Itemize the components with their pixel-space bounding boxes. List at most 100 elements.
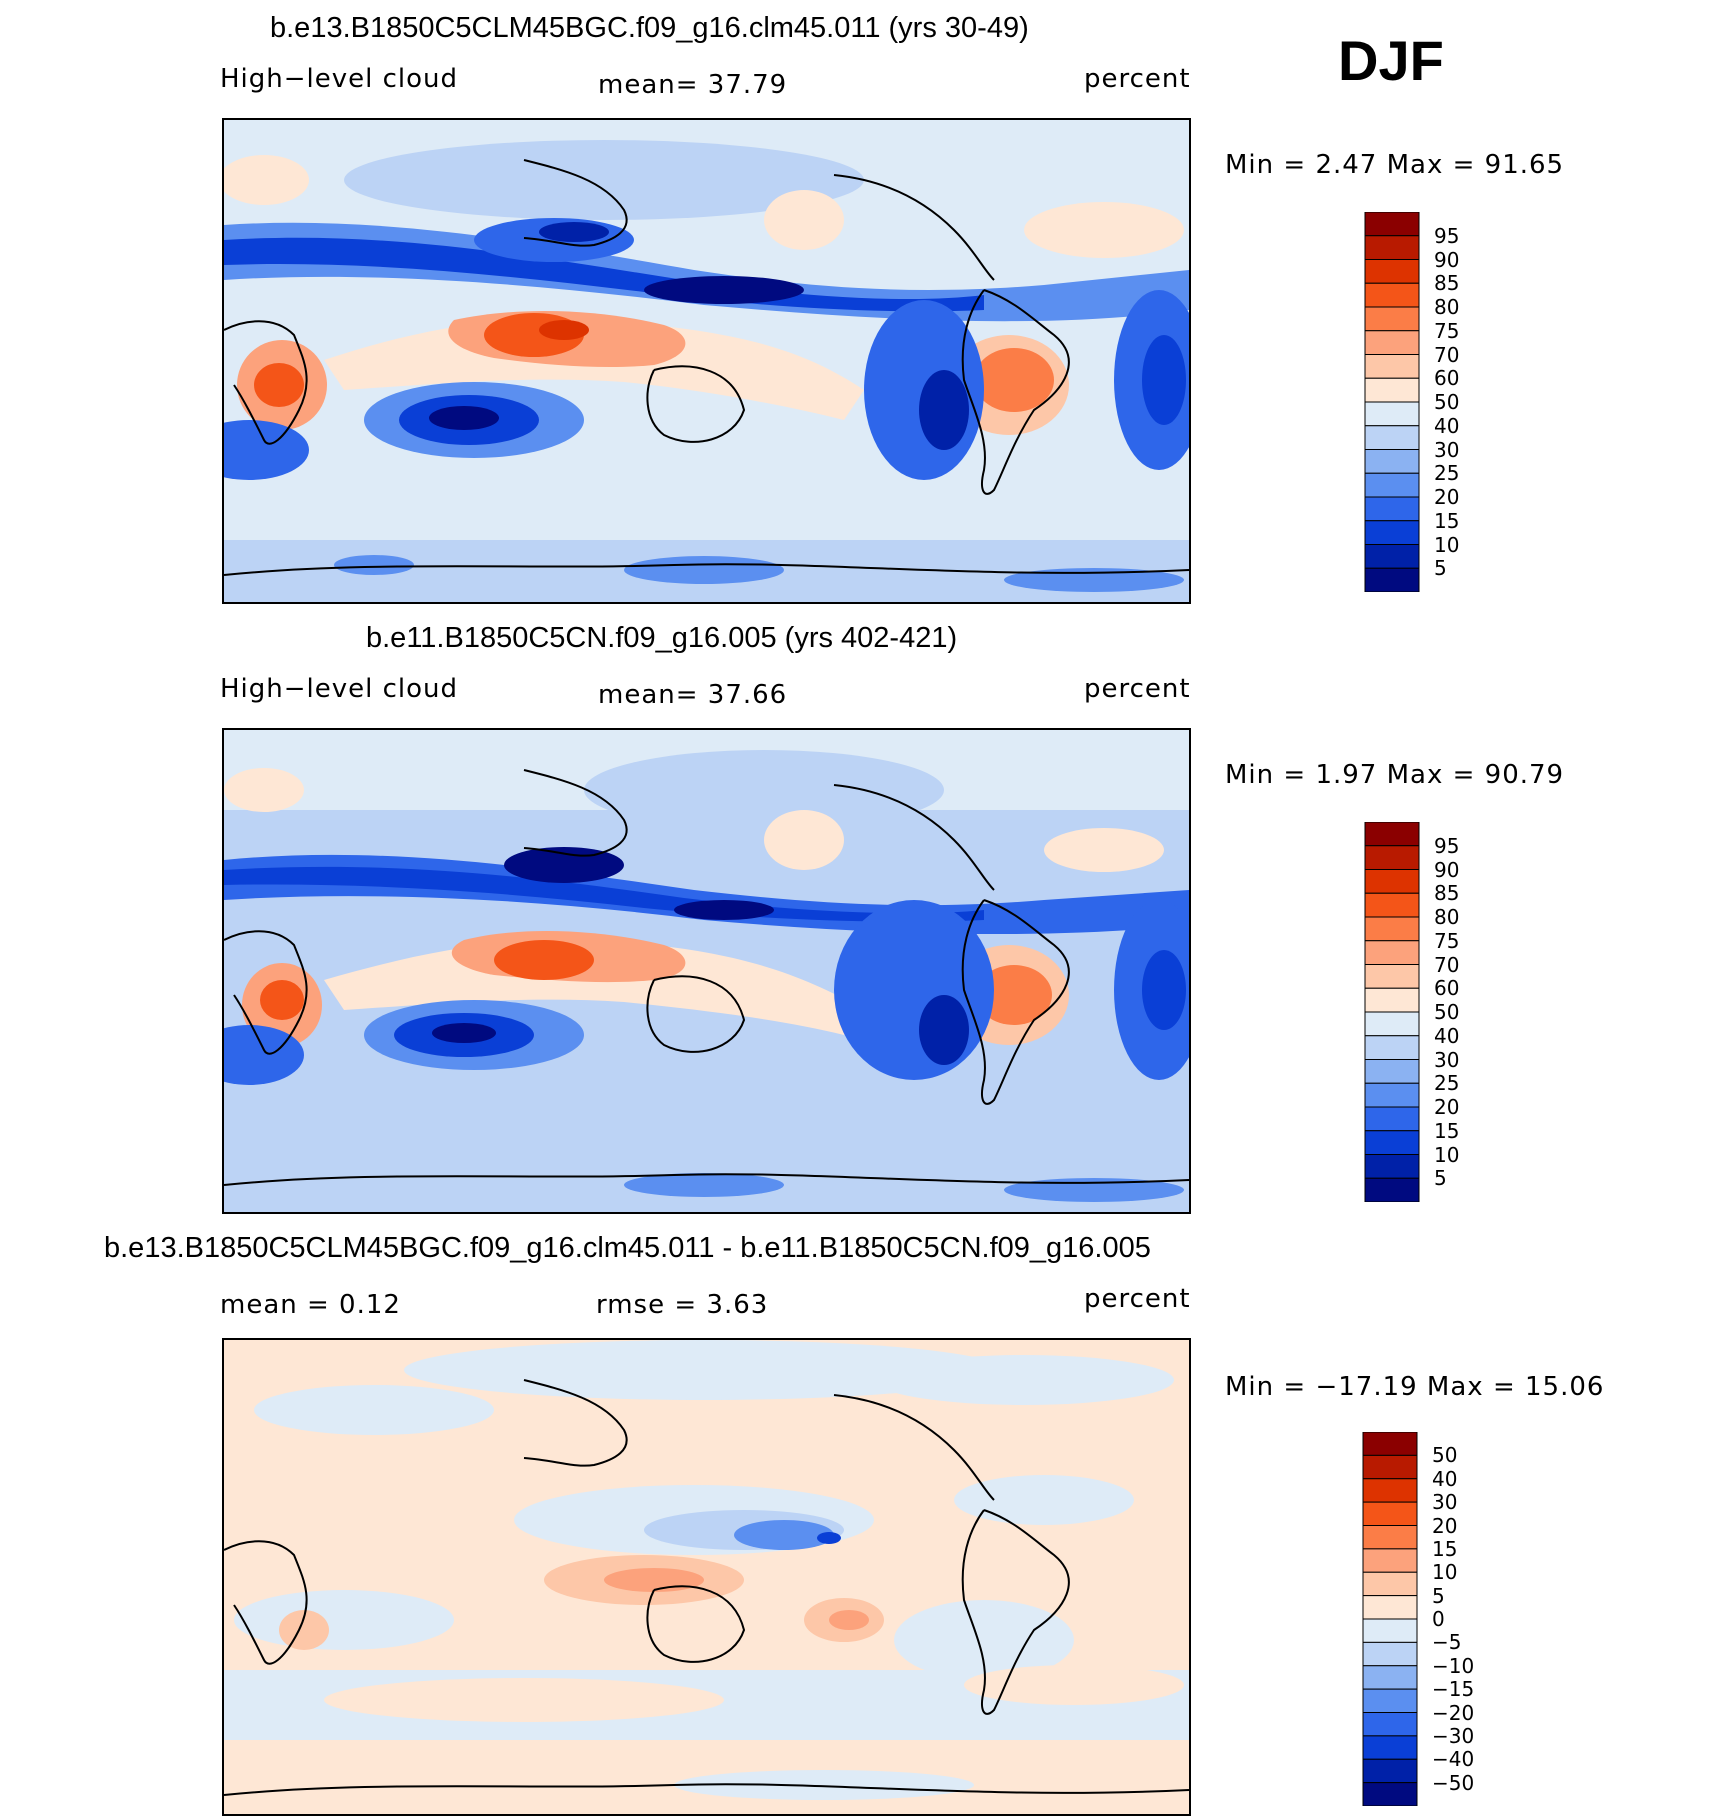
colorbar-tick-label: 30 <box>1434 437 1460 462</box>
colorbar-tick-label: 50 <box>1432 1443 1458 1468</box>
colorbar-swatch <box>1364 425 1420 450</box>
colorbar-swatch <box>1364 987 1420 1013</box>
colorbar-tick-label: 85 <box>1434 271 1460 296</box>
panel-3-contour-field <box>224 1340 1189 1814</box>
colorbar-tick-label: 50 <box>1434 390 1460 414</box>
colorbar-swatch <box>1364 1177 1420 1203</box>
colorbar-swatch <box>1364 845 1420 870</box>
colorbar-swatch <box>1362 1571 1418 1597</box>
colorbar-swatch <box>1364 940 1420 965</box>
panel-1-units-label: percent <box>1084 64 1191 94</box>
colorbar-tick-label: 60 <box>1434 366 1460 391</box>
colorbar-tick-label: 60 <box>1434 976 1460 1001</box>
colorbar-tick-label: 15 <box>1434 508 1460 533</box>
colorbar-swatch <box>1362 1758 1418 1784</box>
panel-3-map <box>222 1338 1191 1816</box>
panel-1-colorbar <box>1364 211 1420 593</box>
colorbar-tick-label: 5 <box>1434 1166 1447 1191</box>
panel-2-colorbar-labels: 95 90 85 80 75 70 60 50 40 30 25 20 15 10 5 <box>1434 822 1494 1202</box>
colorbar-swatch <box>1362 1525 1418 1550</box>
panel-1-colorbar-labels: 95 90 85 80 75 70 60 50 40 30 25 20 15 10 5 <box>1434 212 1494 592</box>
colorbar-tick-label: 0 <box>1432 1607 1445 1631</box>
colorbar-tick-label: 10 <box>1434 532 1460 557</box>
colorbar-swatch <box>1364 1106 1420 1132</box>
colorbar-tick-label: 95 <box>1434 223 1460 248</box>
panel-1-variable-label: High−level cloud <box>220 64 459 94</box>
colorbar-swatch <box>1364 282 1420 308</box>
panel-1-title: b.e13.B1850C5CLM45BGC.f09_g16.clm45.011 … <box>270 12 1029 44</box>
colorbar-swatch <box>1364 1059 1420 1084</box>
colorbar-tick-label: 80 <box>1434 905 1460 929</box>
panel-1-minmax: Min = 2.47 Max = 91.65 <box>1225 150 1565 180</box>
panel-3-title: b.e13.B1850C5CLM45BGC.f09_g16.clm45.011 … <box>104 1232 1151 1264</box>
colorbar-tick-label: 40 <box>1434 1023 1460 1048</box>
colorbar-tick-label: 75 <box>1434 318 1460 343</box>
colorbar-tick-label: −50 <box>1432 1770 1475 1795</box>
panel-3-minmax: Min = −17.19 Max = 15.06 <box>1225 1372 1605 1402</box>
colorbar-swatch <box>1362 1595 1418 1620</box>
colorbar-swatch <box>1362 1641 1418 1667</box>
panel-3-colorbar <box>1362 1431 1418 1807</box>
colorbar-tick-label: 25 <box>1434 1071 1460 1096</box>
colorbar-tick-label: −10 <box>1432 1653 1475 1678</box>
colorbar-swatch <box>1364 821 1420 847</box>
colorbar-tick-label: 10 <box>1432 1560 1458 1585</box>
panel-3-units-label: percent <box>1084 1284 1191 1314</box>
panel-2-title: b.e11.B1850C5CN.f09_g16.005 (yrs 402-421… <box>366 622 958 654</box>
colorbar-tick-label: 95 <box>1434 833 1460 858</box>
colorbar-tick-label: −20 <box>1432 1700 1475 1725</box>
panel-1-colorbar-swatches <box>1364 211 1420 593</box>
colorbar-tick-label: −40 <box>1432 1747 1475 1772</box>
colorbar-tick-label: −15 <box>1432 1677 1475 1702</box>
colorbar-swatch <box>1362 1712 1418 1737</box>
colorbar-swatch <box>1364 1130 1420 1155</box>
colorbar-swatch <box>1364 377 1420 403</box>
colorbar-swatch <box>1364 211 1420 237</box>
colorbar-swatch <box>1364 892 1420 918</box>
colorbar-swatch <box>1364 401 1420 427</box>
colorbar-tick-label: 25 <box>1434 461 1460 486</box>
colorbar-swatch <box>1364 520 1420 545</box>
colorbar-tick-label: −5 <box>1432 1630 1462 1655</box>
colorbar-swatch <box>1364 916 1420 942</box>
colorbar-tick-label: 90 <box>1434 857 1460 882</box>
colorbar-tick-label: 30 <box>1434 1047 1460 1072</box>
colorbar-swatch <box>1364 472 1420 498</box>
colorbar-swatch <box>1362 1454 1418 1480</box>
colorbar-swatch <box>1362 1548 1418 1573</box>
colorbar-tick-label: 15 <box>1434 1118 1460 1143</box>
colorbar-swatch <box>1364 1035 1420 1060</box>
colorbar-swatch <box>1364 567 1420 593</box>
colorbar-tick-label: 20 <box>1434 485 1460 509</box>
colorbar-swatch <box>1362 1735 1418 1760</box>
colorbar-tick-label: 75 <box>1434 928 1460 953</box>
panel-3-mean-label: mean = 0.12 <box>220 1290 401 1320</box>
colorbar-swatch <box>1364 1082 1420 1108</box>
colorbar-tick-label: −30 <box>1432 1723 1475 1748</box>
colorbar-swatch <box>1364 235 1420 260</box>
panel-2-map <box>222 728 1191 1214</box>
colorbar-swatch <box>1364 306 1420 332</box>
colorbar-tick-label: 90 <box>1434 247 1460 272</box>
panel-3-rmse-label: rmse = 3.63 <box>596 1290 769 1320</box>
colorbar-swatch <box>1364 869 1420 894</box>
colorbar-tick-label: 20 <box>1434 1095 1460 1119</box>
colorbar-tick-label: 5 <box>1432 1583 1445 1608</box>
colorbar-swatch <box>1364 496 1420 522</box>
colorbar-swatch <box>1364 354 1420 379</box>
panel-1-contour-field <box>224 120 1189 602</box>
panel-1-mean-label: mean= 37.79 <box>598 70 788 100</box>
colorbar-swatch <box>1362 1431 1418 1456</box>
colorbar-swatch <box>1362 1501 1418 1526</box>
panel-2-units-label: percent <box>1084 674 1191 704</box>
colorbar-tick-label: 20 <box>1432 1513 1458 1538</box>
panel-2-colorbar <box>1364 821 1420 1203</box>
panel-2-colorbar-swatches <box>1364 821 1420 1203</box>
colorbar-tick-label: 30 <box>1432 1490 1458 1515</box>
colorbar-swatch <box>1362 1782 1418 1807</box>
colorbar-tick-label: 80 <box>1434 295 1460 319</box>
colorbar-swatch <box>1362 1665 1418 1690</box>
season-label: DJF <box>1338 29 1444 92</box>
panel-1-map <box>222 118 1191 604</box>
colorbar-swatch <box>1364 1011 1420 1037</box>
